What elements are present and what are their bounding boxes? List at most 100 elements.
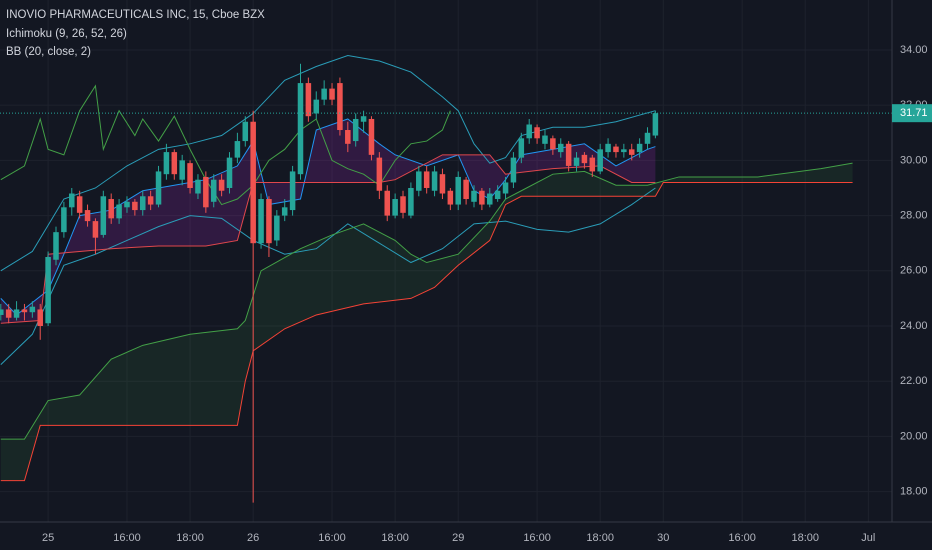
candle-body [281,207,288,216]
x-tick-label: 16:00 [728,532,756,544]
candle-body [250,121,256,244]
candle-body [234,141,241,158]
y-tick-label: 30.00 [900,154,928,166]
candle-body [597,149,603,172]
candle-body [139,196,146,211]
candle-body [565,143,572,166]
candle-body [61,207,67,233]
candle-body [21,309,28,313]
candle-body [352,118,359,142]
candle-body [179,160,185,180]
candle-body [13,309,20,318]
y-tick-label: 24.00 [900,320,928,332]
candle-body [526,124,532,139]
candle-body [289,171,296,211]
candle-body [187,163,193,188]
x-tick-label: 30 [657,532,669,544]
candle-body [605,143,611,153]
x-tick-label: 25 [42,532,54,544]
candle-body [542,135,548,144]
candle-body [266,199,272,244]
x-tick-label: 18:00 [586,532,614,544]
candle-body [84,210,91,222]
x-tick-label: 18:00 [381,532,409,544]
candle-body [518,138,525,158]
candle-body [510,157,517,183]
candle-body [53,232,59,260]
indicator-fill [0,118,656,324]
x-tick-label: 18:00 [176,532,204,544]
candle-body [297,83,304,175]
candle-body [337,83,343,131]
candle-body [124,201,130,208]
candle-body [636,143,643,153]
candle-body [408,187,414,216]
candle-body [589,157,596,172]
candle-body [171,152,178,175]
x-tick-label: Jul [861,532,875,544]
indicator-line [0,187,656,366]
candle-body [147,196,154,205]
candle-body [471,190,477,202]
candle-body [305,83,312,117]
axes: 18.0020.0022.0024.0026.0028.0030.0032.00… [42,44,932,544]
candle-body [400,196,406,213]
candle-body [368,118,375,155]
y-tick-label: 18.00 [900,486,928,498]
candle-body [487,193,493,205]
x-tick-label: 16:00 [113,532,141,544]
chart-title: INOVIO PHARMACEUTICALS INC, 15, Cboe BZX [6,9,265,21]
candle-body [581,154,588,164]
candle-body [455,176,461,205]
candle-body [37,309,43,327]
x-tick-label: 16:00 [318,532,346,544]
x-tick-label: 29 [452,532,464,544]
plot [0,54,892,503]
candle-body [613,146,619,153]
candle-body [416,171,422,191]
y-tick-label: 26.00 [900,265,928,277]
candle-body [463,179,469,200]
candle-body [447,190,454,205]
y-tick-label: 22.00 [900,375,928,387]
candle-body [226,157,233,188]
candle-body [439,174,446,194]
legend-entry: Ichimoku (9, 26, 52, 26) [6,28,127,40]
candle-body [431,171,438,191]
candle-body [479,190,485,205]
candle-body [644,132,651,144]
candle-body [45,256,51,324]
candle-body [274,215,280,241]
indicator-line [0,118,656,316]
candle-body [384,190,391,216]
last-price-box [892,104,932,123]
candle-body [376,157,383,191]
x-tick-label: 16:00 [523,532,551,544]
x-tick-label: 18:00 [791,532,819,544]
candle-body [423,171,430,188]
y-tick-label: 28.00 [900,209,928,221]
candle-body [494,190,501,200]
y-tick-label: 20.00 [900,430,928,442]
indicator-line [0,181,853,482]
candle-body [210,179,217,202]
candle-body [345,130,351,144]
candle-body [92,221,99,238]
candle-body [313,99,320,114]
candle-body [195,179,201,194]
candle-body [5,309,12,318]
candle-body [557,143,564,153]
candle-body [163,152,170,175]
candle-body [203,176,209,208]
candle-body [76,196,83,213]
candle-body [100,196,107,235]
candle-body [573,157,580,166]
y-tick-label: 34.00 [900,44,928,56]
legend-entry: BB (20, close, 2) [6,46,91,58]
indicator-line [0,162,853,440]
candle-body [534,127,540,139]
candle-body [108,199,114,219]
candle-body [329,88,335,100]
